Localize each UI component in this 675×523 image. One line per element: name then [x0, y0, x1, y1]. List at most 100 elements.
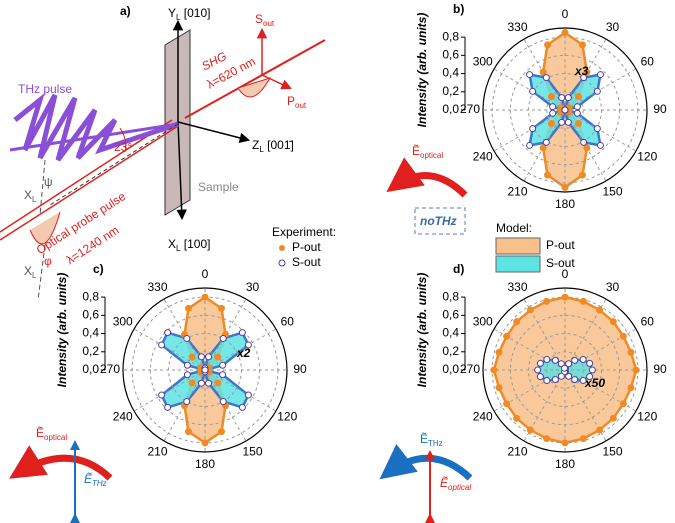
p-out-arrow	[261, 74, 292, 90]
radial-tick-label: 0,6	[82, 308, 99, 322]
legend-title: Experiment:	[272, 225, 336, 239]
radial-axis-label: Intensity (arb. units)	[415, 13, 429, 128]
radial-tick-label: 0,8	[442, 29, 459, 43]
angle-tick-label: 210	[507, 184, 527, 198]
angle-grid-line	[564, 109, 637, 152]
angle-tick-label: 270	[460, 102, 480, 116]
experiment-point	[503, 332, 511, 340]
psi-label: ψ	[44, 175, 53, 189]
experiment-point	[539, 68, 547, 76]
axis-sub: L	[259, 145, 264, 154]
radial-tick-label: 0,2	[442, 84, 459, 98]
experiment-point	[565, 360, 573, 368]
experiment-point	[244, 341, 252, 349]
experiment-point	[244, 391, 252, 399]
z-axis-arrow	[177, 121, 251, 143]
angle-tick-label: 30	[606, 20, 620, 34]
panel-label: c)	[93, 262, 104, 276]
experiment-point	[542, 74, 550, 82]
experiment-point	[619, 400, 627, 408]
experiment-point	[184, 304, 192, 312]
experiment-point	[564, 94, 572, 102]
field-label: Ẽoptical	[440, 476, 471, 492]
experiment-point	[609, 414, 617, 422]
polar-frame	[482, 27, 648, 193]
experiment-point	[627, 348, 635, 356]
experiment-point	[549, 103, 557, 111]
angle-grid-line	[133, 328, 206, 371]
angle-tick-label: 0	[562, 7, 569, 21]
experiment-point	[503, 400, 511, 408]
axis-main: X	[168, 237, 176, 251]
experiment-point	[205, 379, 213, 387]
experiment-point	[536, 373, 544, 381]
experiment-point	[547, 120, 555, 128]
experiment-point	[561, 106, 569, 114]
rotation-arrow	[379, 444, 473, 481]
experiment-point	[588, 366, 596, 374]
radial-axis-label: Intensity (arb. units)	[415, 273, 429, 388]
experiment-point	[558, 118, 566, 126]
label-main: X	[24, 188, 32, 202]
label-main: Ẽ	[412, 144, 420, 158]
angle-grid-line	[493, 68, 566, 111]
experiment-point	[609, 318, 617, 326]
axis-label: YL [010]	[168, 6, 211, 22]
axis-main: Z	[252, 138, 259, 152]
angle-grid-line	[523, 109, 566, 182]
experiment-point	[188, 379, 196, 387]
x-phi-line	[37, 244, 46, 301]
experiment-point	[579, 435, 587, 443]
angle-grid-line	[133, 369, 206, 412]
experiment-point	[183, 361, 191, 369]
experiment-point	[561, 364, 569, 372]
no-thz-label: noTHz	[420, 214, 457, 228]
experiment-point	[543, 356, 551, 364]
angle-tick-label: 90	[653, 102, 667, 116]
label-main: X	[24, 264, 32, 278]
label-sub: optical	[420, 151, 443, 160]
angle-tick-label: 60	[641, 55, 655, 69]
experiment-point	[547, 92, 555, 100]
angle-tick-label: 300	[473, 315, 493, 329]
x-phi-label: XL	[24, 264, 37, 280]
experiment-point	[580, 138, 588, 146]
angle-tick-label: 180	[195, 457, 215, 471]
x-psi-line	[39, 159, 46, 216]
experiment-point	[539, 144, 547, 152]
experiment-point	[534, 366, 542, 374]
experiment-point	[578, 171, 586, 179]
thz-field-label: ẼTHz	[420, 432, 443, 448]
axis-sub: L	[176, 244, 181, 253]
axis-suffix: [100]	[180, 237, 210, 251]
experiment-point	[561, 183, 569, 191]
experiment-point	[526, 141, 534, 149]
experiment-point	[619, 332, 627, 340]
angle-label: 23°	[114, 140, 132, 154]
experiment-point	[183, 398, 191, 406]
experiment-point	[549, 109, 557, 117]
angle-tick-label: 90	[293, 362, 307, 376]
polar-frame	[482, 287, 648, 453]
experiment-point	[596, 426, 604, 434]
angle-grid-line	[493, 109, 566, 152]
label-sub: out	[263, 19, 275, 28]
scale-annotation: x2	[236, 346, 251, 360]
angle-tick-label: 120	[637, 150, 657, 164]
radial-tick-label: 0,4	[442, 326, 459, 340]
legend-swatch	[495, 237, 541, 255]
shg-beam	[184, 39, 326, 119]
legend-entry: P-out	[292, 240, 321, 254]
angle-tick-label: 120	[277, 410, 297, 424]
radial-tick-label: 0,6	[442, 308, 459, 322]
experiment-point	[543, 376, 551, 384]
experiment-point	[201, 439, 209, 447]
label-main: Ẽ	[36, 426, 44, 440]
p-out-label: Pout	[287, 94, 307, 110]
radial-tick-label: 0,6	[442, 48, 459, 62]
experiment-point	[578, 41, 586, 49]
angle-tick-label: 240	[113, 410, 133, 424]
angle-tick-label: 330	[507, 20, 527, 34]
experiment-point	[571, 356, 579, 364]
experiment-point	[184, 428, 192, 436]
